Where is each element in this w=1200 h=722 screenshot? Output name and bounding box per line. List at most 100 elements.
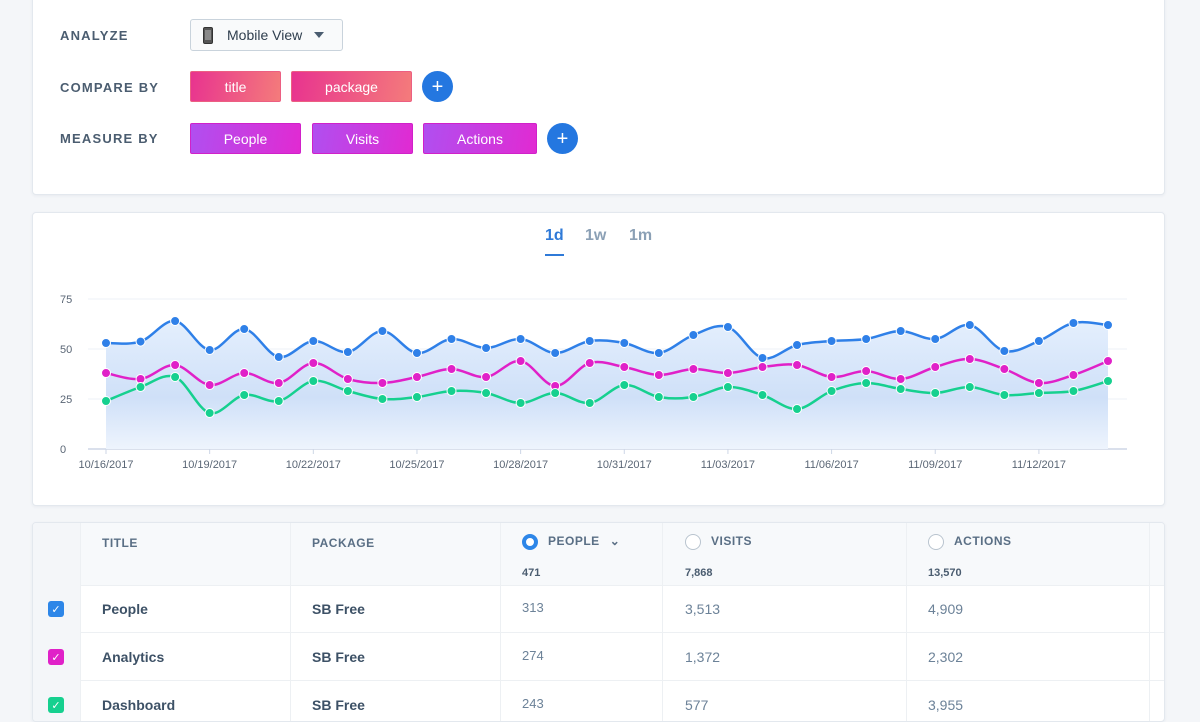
analyze-label: ANALYZE — [60, 28, 129, 43]
row-actions: 4,909 — [928, 601, 964, 617]
add-measure-button[interactable]: + — [547, 123, 578, 154]
column-header-people[interactable]: PEOPLE ⌄ — [522, 534, 620, 550]
row-actions: 3,955 — [928, 697, 964, 713]
row-package: SB Free — [312, 601, 365, 617]
data-point — [653, 348, 664, 358]
data-point — [411, 348, 422, 358]
data-point — [584, 398, 595, 408]
row-package: SB Free — [312, 697, 365, 713]
data-point — [342, 347, 353, 357]
tab-1m[interactable]: 1m — [629, 227, 653, 244]
x-tick-label: 10/22/2017 — [286, 459, 341, 471]
data-point — [1103, 356, 1113, 366]
data-point — [135, 336, 146, 347]
data-point — [895, 326, 906, 336]
data-point — [273, 352, 284, 362]
data-point — [481, 372, 492, 382]
x-tick-label: 11/03/2017 — [701, 459, 755, 471]
data-point — [377, 394, 388, 404]
data-point — [584, 336, 595, 346]
x-tick-label: 10/28/2017 — [493, 459, 548, 471]
data-point — [688, 330, 699, 340]
measure-chip-actions[interactable]: Actions — [423, 123, 537, 154]
data-point — [757, 362, 768, 372]
data-point — [135, 382, 146, 392]
compare-by-label: COMPARE BY — [60, 80, 160, 95]
data-point — [826, 336, 837, 346]
y-tick-label: 75 — [60, 294, 72, 306]
data-point — [515, 398, 526, 408]
add-compare-button[interactable]: + — [422, 71, 453, 102]
data-point — [653, 370, 664, 380]
y-tick-label: 0 — [60, 444, 66, 456]
data-point — [446, 386, 457, 396]
x-tick-label: 11/06/2017 — [804, 459, 858, 471]
data-point — [342, 374, 353, 384]
column-header-package[interactable]: PACKAGE — [312, 536, 375, 550]
data-point — [101, 396, 111, 406]
chevron-down-icon[interactable]: ⌄ — [609, 534, 621, 549]
data-point — [446, 364, 457, 374]
data-point — [239, 324, 250, 334]
caret-down-icon — [314, 32, 325, 38]
x-tick-label: 10/25/2017 — [389, 459, 444, 471]
data-point — [308, 376, 319, 386]
measure-chip-people[interactable]: People — [190, 123, 301, 154]
row-title: Dashboard — [102, 697, 176, 713]
people-header-label: PEOPLE — [548, 534, 600, 549]
total-visits: 7,868 — [685, 567, 713, 579]
mobile-phone-icon — [203, 26, 213, 44]
data-point — [930, 334, 941, 344]
compare-chip-title[interactable]: title — [190, 71, 281, 102]
data-table: TITLE PACKAGE PEOPLE ⌄ VISITS ACTIONS 471… — [32, 522, 1165, 722]
query-builder-panel: ANALYZE Mobile View COMPARE BY title pac… — [32, 0, 1165, 195]
measure-by-label: MEASURE BY — [60, 131, 159, 146]
data-point — [757, 353, 768, 363]
data-point — [1033, 336, 1044, 346]
data-point — [722, 382, 733, 392]
data-point — [1068, 370, 1079, 380]
row-visits: 577 — [685, 697, 709, 713]
data-point — [204, 380, 215, 390]
data-point — [342, 386, 353, 396]
data-point — [826, 386, 837, 396]
row-checkbox[interactable]: ✓ — [48, 601, 64, 617]
data-point — [239, 390, 250, 400]
data-point — [722, 322, 733, 332]
data-point — [1033, 378, 1044, 388]
measure-chip-visits[interactable]: Visits — [312, 123, 413, 154]
data-point — [584, 358, 595, 368]
column-header-visits[interactable]: VISITS — [685, 534, 752, 550]
data-point — [308, 358, 319, 368]
radio-icon[interactable] — [928, 534, 944, 550]
x-tick-label: 10/19/2017 — [182, 459, 237, 471]
tab-1w[interactable]: 1w — [585, 227, 607, 244]
row-people: 313 — [522, 600, 544, 615]
data-point — [515, 334, 526, 344]
radio-icon[interactable] — [685, 534, 701, 550]
row-checkbox[interactable]: ✓ — [48, 649, 64, 665]
tab-1d[interactable]: 1d — [545, 227, 564, 256]
x-tick-label: 11/09/2017 — [908, 459, 962, 471]
data-point — [964, 354, 975, 364]
total-actions: 13,570 — [928, 567, 962, 579]
column-header-actions[interactable]: ACTIONS — [928, 534, 1012, 550]
data-point — [930, 362, 941, 372]
row-checkbox[interactable]: ✓ — [48, 697, 64, 713]
data-point — [481, 388, 492, 398]
analyze-dropdown[interactable]: Mobile View — [190, 19, 343, 51]
data-point — [688, 392, 699, 402]
data-point — [964, 320, 975, 330]
compare-chip-package[interactable]: package — [291, 71, 412, 102]
data-point — [101, 368, 111, 378]
data-point — [170, 372, 181, 382]
row-people: 243 — [522, 696, 544, 711]
radio-selected-icon[interactable] — [522, 534, 538, 550]
column-header-title[interactable]: TITLE — [102, 536, 138, 550]
actions-header-label: ACTIONS — [954, 534, 1012, 549]
data-point — [377, 378, 388, 388]
row-title: People — [102, 601, 148, 617]
data-point — [239, 368, 250, 378]
series-area — [106, 320, 1108, 449]
data-point — [619, 338, 630, 348]
